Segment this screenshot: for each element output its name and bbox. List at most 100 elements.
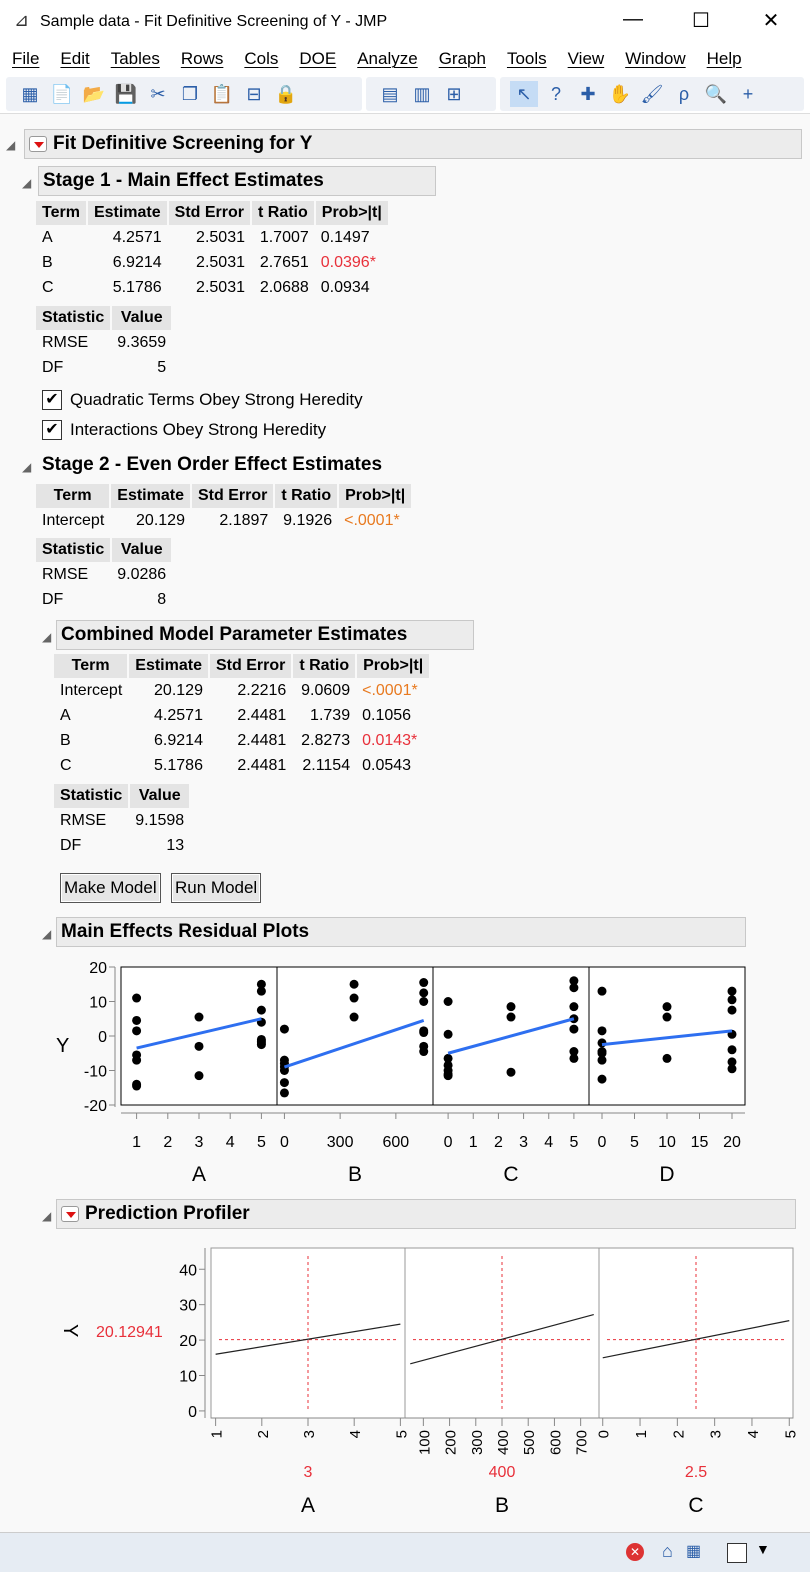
journal-icon[interactable]: ⊟: [246, 84, 262, 104]
window-list-icon[interactable]: ▦: [686, 1543, 702, 1560]
column-header[interactable]: Term: [36, 201, 88, 225]
disclosure-icon[interactable]: ◢: [22, 460, 32, 474]
plus-icon[interactable]: +: [742, 84, 754, 104]
data-point: [597, 1074, 607, 1084]
y-tick-label: 20: [89, 960, 107, 977]
quadratic-heredity-checkbox[interactable]: ✔ Quadratic Terms Obey Strong Heredity: [42, 390, 363, 410]
menu-help[interactable]: Help: [706, 49, 742, 68]
help-icon[interactable]: ?: [550, 84, 561, 104]
column-header[interactable]: Value: [129, 784, 192, 808]
x-axis-label: A: [192, 1163, 206, 1186]
copy-icon[interactable]: ❐: [181, 84, 199, 104]
column-header[interactable]: Estimate: [110, 484, 192, 508]
hand-icon[interactable]: ✋: [608, 84, 632, 104]
run-model-button[interactable]: Run Model: [171, 873, 262, 903]
add-rows-icon[interactable]: ⊞: [446, 84, 462, 104]
menu-graph[interactable]: Graph: [438, 49, 486, 68]
columns-icon[interactable]: ▥: [413, 84, 431, 104]
red-triangle-menu-icon[interactable]: [61, 1206, 79, 1222]
column-header[interactable]: Std Error: [167, 201, 252, 225]
check-icon: ✔: [42, 420, 62, 440]
y-tick-label: 10: [179, 1369, 197, 1386]
maximize-button[interactable]: ☐: [692, 10, 710, 32]
cut-icon[interactable]: ✂: [150, 84, 166, 104]
column-header[interactable]: t Ratio: [250, 201, 316, 225]
stage1-header[interactable]: Stage 1 - Main Effect Estimates: [38, 166, 436, 196]
menu-analyze[interactable]: Analyze: [357, 49, 418, 68]
dropdown-arrow-icon[interactable]: ▼: [756, 1541, 770, 1557]
menu-window[interactable]: Window: [625, 49, 686, 68]
brush-icon[interactable]: 🖌: [640, 84, 664, 104]
current-value-a[interactable]: 3: [304, 1464, 313, 1481]
menu-doe[interactable]: DOE: [299, 49, 337, 68]
menu-view[interactable]: View: [567, 49, 605, 68]
x-tick-label: 100: [416, 1430, 433, 1455]
menu-cols[interactable]: Cols: [244, 49, 279, 68]
magnifier-icon[interactable]: 🔍: [704, 84, 728, 104]
x-axis-label: A: [301, 1494, 315, 1517]
lock-icon[interactable]: 🔒: [274, 84, 298, 104]
column-header[interactable]: Value: [111, 306, 174, 330]
menu-tools[interactable]: Tools: [506, 49, 547, 68]
paste-icon[interactable]: 📋: [210, 84, 234, 104]
table-row: C 5.1786 2.4481 2.1154 0.0543: [54, 753, 430, 778]
profiler-header[interactable]: Prediction Profiler: [56, 1199, 796, 1229]
make-model-button[interactable]: Make Model: [60, 873, 161, 903]
disclosure-icon[interactable]: ◢: [42, 1209, 52, 1223]
data-point: [597, 1026, 607, 1036]
open-folder-icon[interactable]: 📂: [82, 84, 106, 104]
status-bar: ✕ ⌂ ▦ ▼: [0, 1532, 810, 1572]
column-header[interactable]: Std Error: [190, 484, 276, 508]
toolbar-group-data: ▤ ▥ ⊞: [366, 77, 496, 111]
column-header[interactable]: Prob>|t|: [314, 201, 390, 225]
new-data-table-icon[interactable]: ▦: [21, 84, 39, 104]
column-header[interactable]: Estimate: [128, 654, 210, 678]
minimize-button[interactable]: —: [623, 8, 643, 30]
column-header[interactable]: t Ratio: [292, 654, 358, 678]
disclosure-icon[interactable]: ◢: [42, 927, 52, 941]
disclosure-icon[interactable]: ◢: [42, 630, 52, 644]
new-script-icon[interactable]: 📄: [50, 84, 74, 104]
save-icon[interactable]: 💾: [114, 84, 138, 104]
menu-tables[interactable]: Tables: [110, 49, 160, 68]
menu-file[interactable]: File: [12, 49, 40, 68]
column-header[interactable]: Estimate: [86, 201, 169, 225]
fit-dsd-header[interactable]: Fit Definitive Screening for Y: [24, 129, 802, 159]
table-cell: 9.1926: [283, 511, 333, 529]
column-header[interactable]: Prob>|t|: [356, 654, 432, 678]
residual-plots-header[interactable]: Main Effects Residual Plots: [56, 917, 746, 947]
column-header[interactable]: Statistic: [36, 538, 113, 562]
combined-header[interactable]: Combined Model Parameter Estimates: [56, 620, 474, 650]
x-tick-label: 300: [469, 1430, 486, 1455]
close-button[interactable]: ✕: [762, 10, 780, 32]
data-point: [569, 1014, 579, 1024]
current-value-b[interactable]: 400: [489, 1464, 516, 1481]
stage2-header[interactable]: Stage 2 - Even Order Effect Estimates: [38, 450, 436, 480]
arrow-icon[interactable]: ↖: [510, 81, 538, 107]
home-icon[interactable]: ⌂: [662, 1541, 673, 1561]
y-tick-label: -20: [84, 1098, 107, 1115]
column-header[interactable]: t Ratio: [274, 484, 340, 508]
disclosure-icon[interactable]: ◢: [6, 138, 16, 152]
crosshair-icon[interactable]: ✚: [580, 84, 596, 104]
red-triangle-menu-icon[interactable]: [29, 136, 47, 152]
column-header[interactable]: Std Error: [208, 654, 294, 678]
data-point: [443, 1053, 453, 1063]
plot-panel: [120, 966, 278, 1106]
lasso-icon[interactable]: ρ: [678, 84, 690, 104]
column-header[interactable]: Prob>|t|: [338, 484, 414, 508]
menu-edit[interactable]: Edit: [60, 49, 90, 68]
menu-rows[interactable]: Rows: [180, 49, 224, 68]
data-grid-icon[interactable]: ▤: [381, 84, 399, 104]
column-header[interactable]: Term: [54, 654, 130, 678]
column-header[interactable]: Value: [111, 538, 174, 562]
current-value-c[interactable]: 2.5: [685, 1464, 707, 1481]
interaction-heredity-checkbox[interactable]: ✔ Interactions Obey Strong Heredity: [42, 420, 326, 440]
disclosure-icon[interactable]: ◢: [22, 176, 32, 190]
combined-title: Combined Model Parameter Estimates: [61, 624, 408, 645]
column-header[interactable]: Statistic: [54, 784, 131, 808]
layout-box-icon[interactable]: [727, 1543, 747, 1563]
column-header[interactable]: Term: [36, 484, 112, 508]
column-header[interactable]: Statistic: [36, 306, 113, 330]
error-icon[interactable]: ✕: [626, 1543, 644, 1561]
